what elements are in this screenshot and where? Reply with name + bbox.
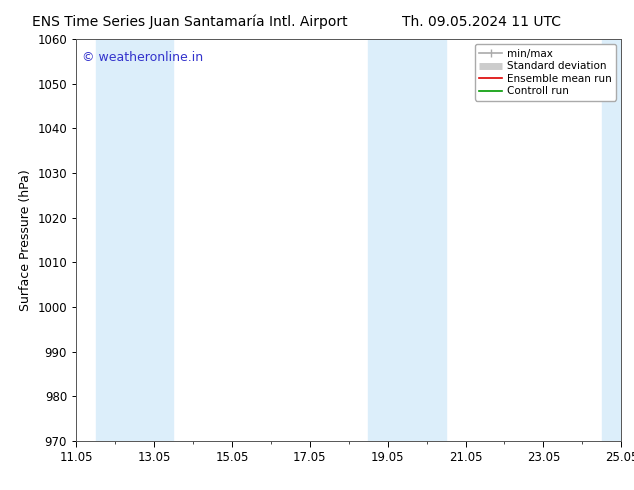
- Text: © weatheronline.in: © weatheronline.in: [82, 51, 203, 64]
- Y-axis label: Surface Pressure (hPa): Surface Pressure (hPa): [19, 169, 32, 311]
- Legend: min/max, Standard deviation, Ensemble mean run, Controll run: min/max, Standard deviation, Ensemble me…: [475, 45, 616, 100]
- Text: ENS Time Series Juan Santamaría Intl. Airport: ENS Time Series Juan Santamaría Intl. Ai…: [32, 15, 348, 29]
- Bar: [602, 39, 634, 441]
- Bar: [368, 39, 446, 441]
- Bar: [96, 39, 174, 441]
- Text: Th. 09.05.2024 11 UTC: Th. 09.05.2024 11 UTC: [403, 15, 561, 29]
